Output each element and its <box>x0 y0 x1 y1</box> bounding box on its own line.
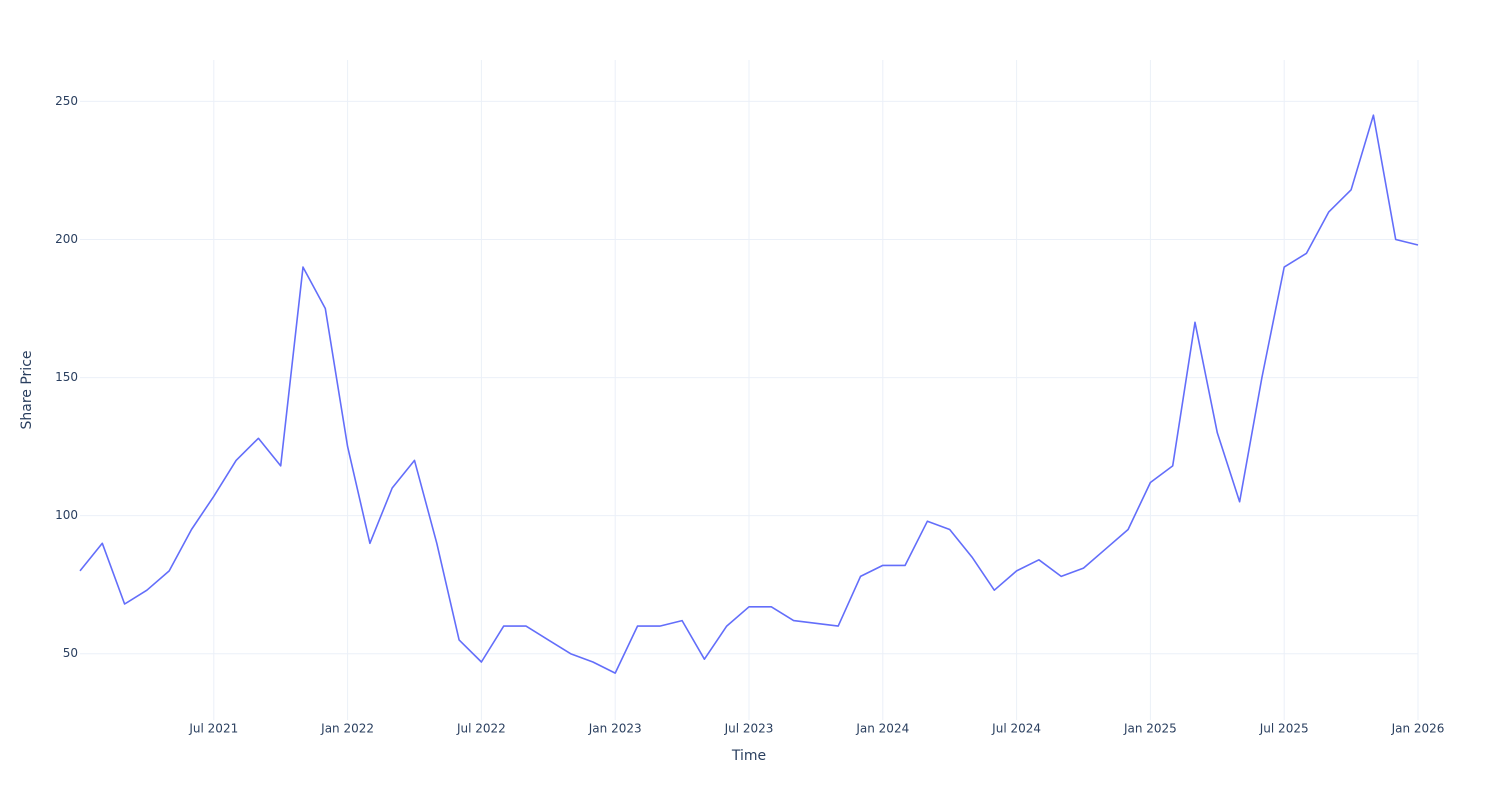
y-axis-title: Share Price <box>19 350 35 429</box>
y-tick-label: 50 <box>63 646 78 660</box>
x-tick-label: Jul 2022 <box>456 722 506 736</box>
x-tick-label: Jan 2025 <box>1123 722 1177 736</box>
y-tick-label: 150 <box>55 370 78 384</box>
x-tick-label: Jan 2022 <box>320 722 374 736</box>
x-axis-title: Time <box>731 748 766 764</box>
x-tick-label: Jul 2023 <box>724 722 774 736</box>
x-tick-label: Jan 2023 <box>588 722 642 736</box>
line <box>79 114 1419 674</box>
y-tick-label: 250 <box>55 94 78 108</box>
y-tick-label: 200 <box>55 232 78 246</box>
x-tick-label: Jan 2024 <box>855 722 909 736</box>
y-tick-label: 100 <box>55 508 78 522</box>
x-tick-label: Jul 2024 <box>991 722 1041 736</box>
x-tick-label: Jul 2021 <box>188 722 238 736</box>
x-tick-label: Jan 2026 <box>1391 722 1445 736</box>
x-tick-label: Jul 2025 <box>1259 722 1309 736</box>
